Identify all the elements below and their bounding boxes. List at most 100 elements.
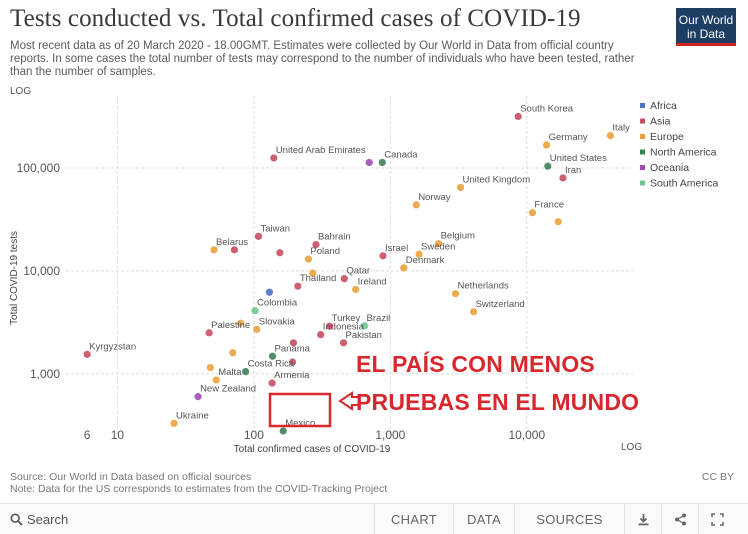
point-label: Switzerland: [476, 299, 525, 310]
data-point[interactable]: [412, 201, 420, 209]
legend-swatch[interactable]: [640, 180, 645, 186]
search-label: Search: [27, 512, 69, 527]
legend-label[interactable]: South America: [650, 178, 718, 190]
data-point[interactable]: [365, 158, 373, 167]
data-point[interactable]: [340, 275, 348, 283]
search-button[interactable]: Search: [10, 512, 68, 527]
data-point[interactable]: [528, 209, 537, 217]
data-point[interactable]: [265, 288, 274, 296]
data-point[interactable]: [456, 183, 465, 192]
data-point[interactable]: [276, 249, 284, 257]
chart-toolbar: Search CHART DATA SOURCES: [0, 503, 748, 534]
data-point[interactable]: [230, 246, 239, 254]
point-label: Italy: [612, 123, 630, 134]
data-note: Note: Data for the US corresponds to est…: [10, 483, 388, 495]
data-point[interactable]: [312, 240, 320, 249]
data-point[interactable]: [309, 269, 317, 277]
data-point[interactable]: [326, 322, 334, 330]
share-icon: [674, 513, 686, 526]
legend-swatch[interactable]: [640, 103, 645, 108]
data-point[interactable]: [339, 339, 348, 347]
y-scale-label[interactable]: LOG: [10, 86, 31, 97]
data-point[interactable]: [304, 255, 313, 263]
data-point[interactable]: [352, 285, 360, 294]
data-point[interactable]: [237, 319, 245, 327]
data-point[interactable]: [379, 252, 387, 260]
data-point[interactable]: [294, 282, 302, 290]
data-point[interactable]: [268, 379, 276, 387]
data-point[interactable]: [606, 132, 615, 140]
point-label: Malta: [218, 367, 242, 378]
point-label: United States: [550, 153, 607, 164]
data-point[interactable]: [289, 339, 298, 347]
x-tick-label: 1,000: [375, 428, 405, 442]
data-point[interactable]: [254, 232, 263, 240]
legend: Africa Asia Europe North America Oceania Sout…: [640, 100, 718, 190]
data-point[interactable]: [279, 427, 287, 435]
tab-chart[interactable]: CHART: [374, 504, 453, 534]
y-tick-label: 10,000: [23, 264, 60, 278]
data-point[interactable]: [400, 264, 408, 272]
annotation-line-2: PRUEBAS EN EL MUNDO: [356, 389, 640, 415]
data-point[interactable]: [194, 393, 202, 401]
tab-sources[interactable]: SOURCES: [514, 504, 624, 534]
data-point[interactable]: [360, 322, 369, 330]
tab-data[interactable]: DATA: [453, 504, 514, 534]
data-point[interactable]: [212, 376, 220, 384]
point-label: Thailand: [300, 273, 336, 284]
legend-label[interactable]: North America: [650, 147, 717, 159]
point-label: Germany: [549, 132, 588, 143]
download-button[interactable]: [624, 504, 661, 534]
data-point[interactable]: [514, 112, 522, 121]
data-point[interactable]: [542, 141, 551, 149]
data-point[interactable]: [205, 329, 213, 337]
license-label[interactable]: CC BY: [701, 471, 734, 483]
legend-label[interactable]: Europe: [650, 131, 684, 143]
data-point[interactable]: [170, 419, 178, 427]
x-scale-label[interactable]: LOG: [621, 442, 642, 453]
point-label: New Zealand: [200, 384, 256, 395]
data-point[interactable]: [229, 349, 237, 357]
point-label: Qatar: [346, 266, 370, 277]
legend-label[interactable]: Africa: [650, 100, 677, 112]
data-point[interactable]: [288, 358, 297, 366]
point-label: Ireland: [358, 276, 387, 287]
data-point[interactable]: [434, 240, 443, 248]
data-point[interactable]: [210, 246, 218, 254]
annotation-line-1: EL PAÍS CON MENOS: [356, 351, 595, 377]
data-point[interactable]: [544, 162, 552, 170]
point-label: Norway: [418, 192, 450, 203]
legend-label[interactable]: Asia: [650, 116, 671, 128]
data-point[interactable]: [470, 308, 478, 316]
data-point[interactable]: [206, 363, 214, 372]
y-tick-label: 100,000: [17, 161, 61, 175]
owid-logo[interactable]: Our World in Data: [676, 8, 736, 46]
data-point[interactable]: [253, 325, 261, 333]
data-point[interactable]: [317, 331, 325, 339]
point-label: Palestine: [211, 320, 250, 331]
legend-swatch[interactable]: [640, 118, 645, 124]
data-point[interactable]: [83, 350, 91, 358]
data-point[interactable]: [251, 307, 259, 315]
point-label: Bahrain: [318, 232, 351, 243]
fullscreen-button[interactable]: [698, 504, 735, 534]
data-point[interactable]: [268, 352, 277, 360]
data-point[interactable]: [378, 158, 386, 167]
legend-swatch[interactable]: [640, 165, 645, 170]
x-tick-label: 10: [111, 428, 125, 442]
data-point[interactable]: [270, 154, 278, 162]
data-point[interactable]: [559, 174, 567, 182]
data-point[interactable]: [451, 290, 460, 298]
search-icon: [10, 513, 23, 526]
data-point[interactable]: [415, 250, 423, 258]
source-note: Source: Our World in Data based on offic…: [10, 471, 252, 483]
data-point[interactable]: [242, 368, 250, 376]
share-button[interactable]: [661, 504, 698, 534]
download-icon: [638, 514, 648, 526]
legend-label[interactable]: Oceania: [650, 162, 689, 174]
data-point[interactable]: [554, 218, 562, 226]
point-label: Denmark: [406, 255, 445, 266]
legend-swatch[interactable]: [640, 149, 645, 155]
legend-swatch[interactable]: [640, 134, 645, 139]
point-label: Indonesia: [323, 322, 365, 333]
